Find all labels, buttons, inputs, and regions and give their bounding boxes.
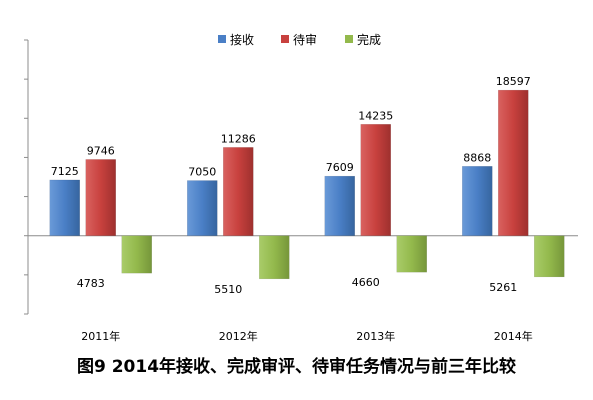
x-tick-label: 2014年 <box>494 329 533 343</box>
data-label: 7125 <box>51 165 79 178</box>
bar-接收-2012年 <box>187 180 218 236</box>
data-label: 4783 <box>77 277 105 290</box>
bar-待审-2013年 <box>360 124 391 236</box>
bar-完成-2012年 <box>259 235 290 280</box>
bar-完成-2013年 <box>396 235 427 273</box>
data-label: 8868 <box>463 151 491 164</box>
legend-swatch <box>345 35 353 43</box>
chart-x-tick-labels: 2011年 2012年 2013年 2014年 <box>81 329 533 343</box>
chart-data-labels: 7125 9746 4783 7050 11286 5510 7609 14235 4660 88… <box>51 75 531 296</box>
bar-待审-2012年 <box>223 147 254 236</box>
x-tick-label: 2011年 <box>81 329 120 343</box>
data-label: 9746 <box>87 144 115 157</box>
chart-legend: 接收 待审 完成 <box>218 32 381 47</box>
legend-label: 待审 <box>293 32 317 47</box>
x-tick-label: 2012年 <box>219 329 258 343</box>
data-label: 14235 <box>358 109 393 122</box>
data-label: 18597 <box>496 75 531 88</box>
data-label: 5261 <box>489 281 517 294</box>
bar-待审-2011年 <box>85 159 116 236</box>
bar-完成-2011年 <box>121 235 152 274</box>
bar-接收-2014年 <box>462 166 493 236</box>
data-label: 7609 <box>326 161 354 174</box>
bar-完成-2014年 <box>534 235 565 278</box>
bar-接收-2013年 <box>324 175 355 236</box>
figure-caption: 图9 2014年接收、完成审评、待审任务情况与前三年比较 <box>76 357 517 377</box>
data-label: 4660 <box>352 276 380 289</box>
legend-swatch <box>218 35 226 43</box>
legend-swatch <box>281 35 289 43</box>
x-tick-label: 2013年 <box>356 329 395 343</box>
bar-待审-2014年 <box>498 89 529 236</box>
legend-label: 完成 <box>357 32 381 47</box>
chart-bars <box>49 89 565 280</box>
legend-label: 接收 <box>230 32 254 47</box>
data-label: 11286 <box>221 132 256 145</box>
bar-接收-2011年 <box>49 179 80 236</box>
data-label: 5510 <box>214 283 242 296</box>
data-label: 7050 <box>188 166 216 179</box>
